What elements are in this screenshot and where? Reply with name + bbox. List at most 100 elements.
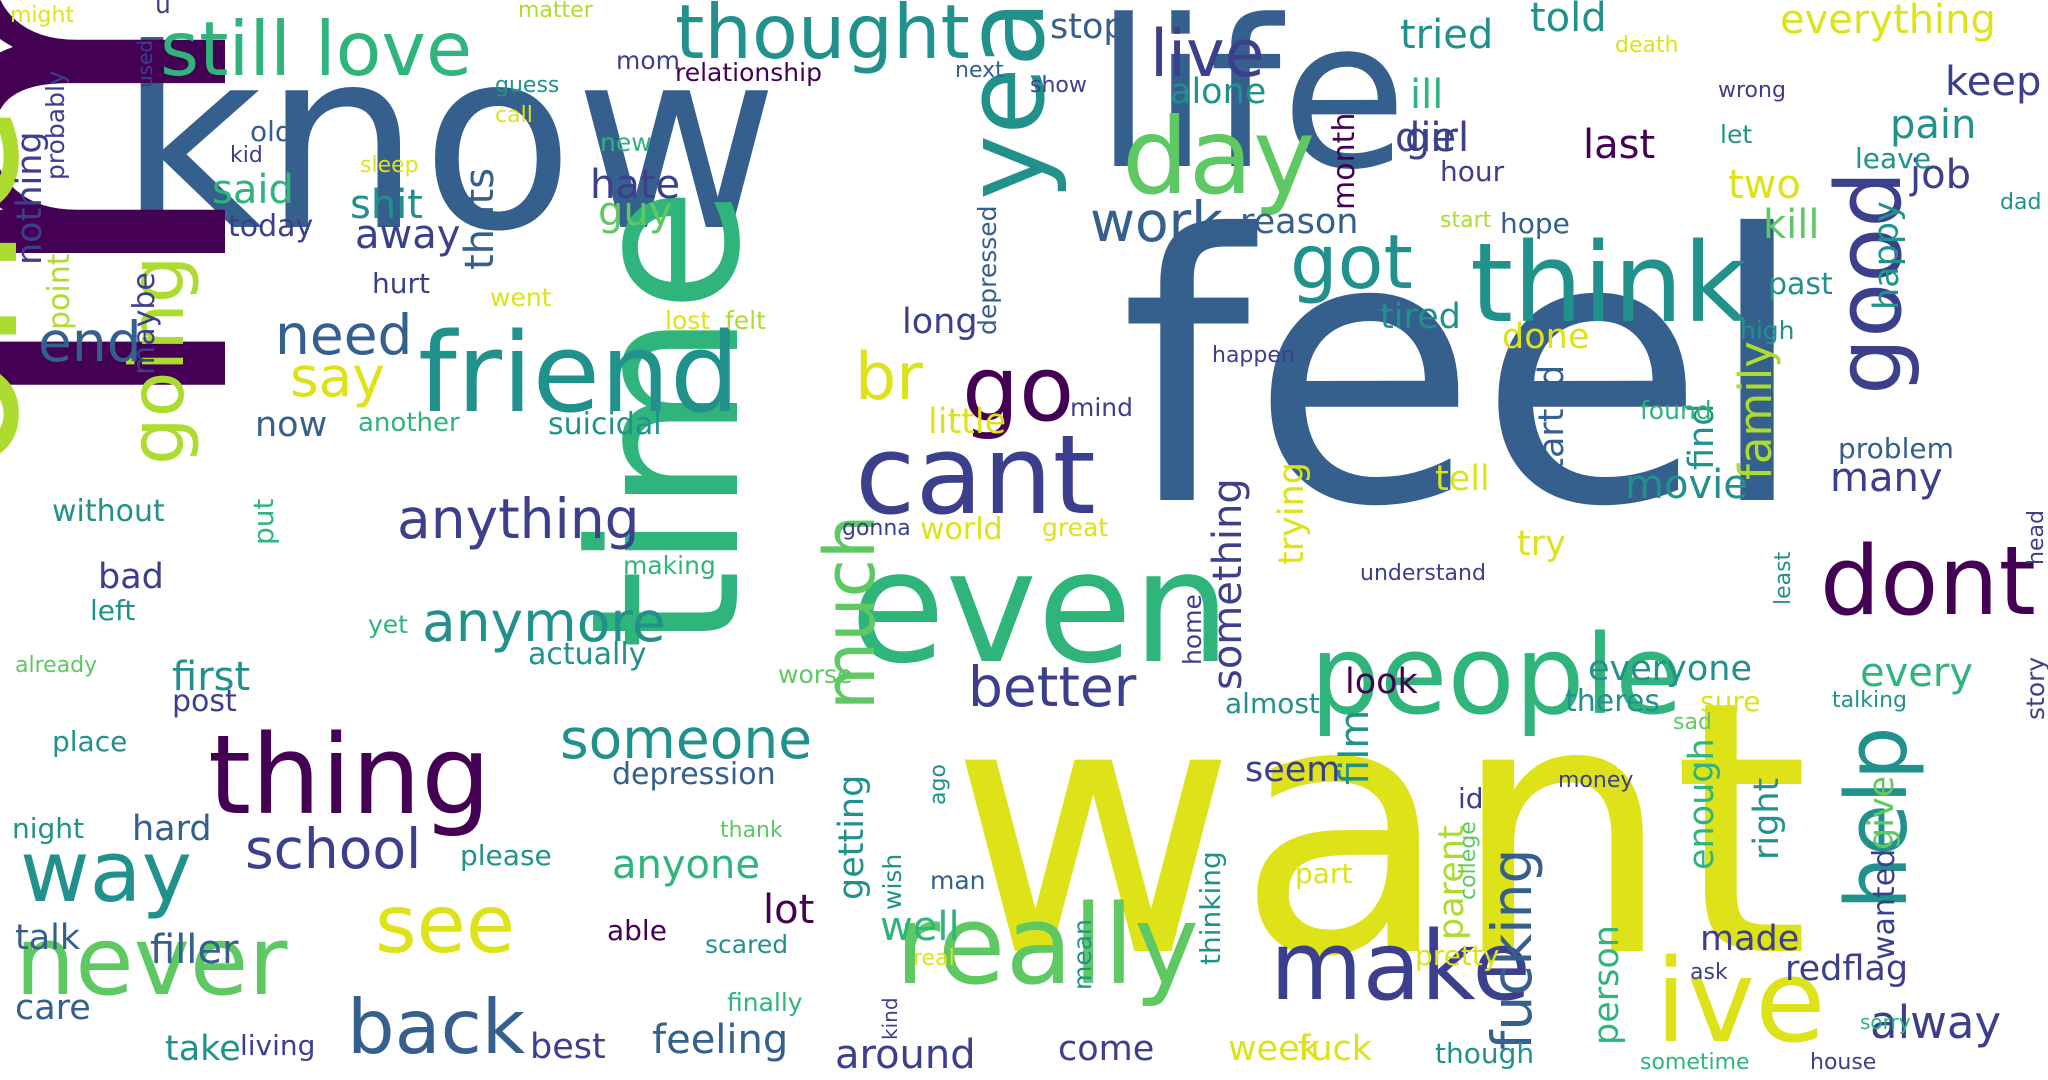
word-person: person [1587, 925, 1627, 1045]
word-seem: seem [1245, 750, 1341, 790]
word-month: month [1327, 112, 1362, 210]
word-part: part [1295, 857, 1353, 890]
word-without: without [52, 494, 165, 529]
word-found: found [1640, 396, 1712, 425]
word-many: many [1830, 455, 1943, 501]
word-maybe: maybe [127, 272, 162, 375]
word-mom: mom [616, 46, 681, 75]
word-away: away [355, 212, 461, 258]
word-come: come [1058, 1029, 1155, 1069]
word-bad: bad [98, 557, 164, 597]
word-someone: someone [560, 707, 813, 771]
word-want: want [950, 626, 1810, 1034]
word-head: head [2024, 510, 2048, 565]
word-able: able [607, 914, 667, 947]
word-kill: kill [1763, 202, 1820, 248]
word-house: house [1810, 1050, 1877, 1075]
word-way: way [20, 823, 192, 922]
word-old: old [250, 115, 293, 148]
word-girl: girl [1405, 115, 1470, 161]
word-matter: matter [518, 0, 593, 23]
word-man: man [930, 866, 986, 895]
word-depressed: depressed [973, 205, 1002, 335]
word-dad: dad [2000, 190, 2042, 215]
word-talk: talk [15, 918, 81, 958]
word-everyone: everyone [1588, 649, 1753, 689]
word-around: around [835, 1032, 976, 1078]
word-reason: reason [1240, 202, 1359, 242]
word-look: look [1345, 662, 1418, 702]
word-make: make [1270, 912, 1531, 1022]
word-put: put [247, 498, 280, 546]
word-movie: movie [1625, 462, 1748, 508]
word-happen: happen [1212, 343, 1295, 368]
word-death: death [1615, 33, 1679, 58]
word-depression: depression [612, 757, 776, 792]
word-done: done [1502, 317, 1590, 357]
word-shit: shit [350, 182, 423, 228]
word-long: long [902, 302, 978, 342]
word-mean: mean [1068, 919, 1097, 990]
word-take: take [165, 1029, 241, 1069]
word-start: start [1440, 208, 1492, 233]
word-talking: talking [1832, 688, 1907, 713]
word-hate: hate [590, 162, 681, 208]
word-sometime: sometime [1640, 1050, 1750, 1075]
word-two: two [1728, 162, 1801, 208]
word-already: already [15, 653, 98, 678]
word-end: end [38, 310, 142, 374]
word-almost: almost [1225, 687, 1320, 720]
word-still-love: still love [160, 5, 473, 93]
word-anything: anything [397, 487, 640, 551]
word-getting: getting [832, 774, 872, 900]
word-last: last [1583, 122, 1656, 168]
word-world: world [920, 512, 1003, 547]
word-theres: theres [1565, 684, 1660, 719]
word-thank: thank [720, 818, 783, 843]
word-think: think [1470, 219, 1747, 347]
word-felt: felt [725, 306, 766, 335]
word-leave: leave [1855, 142, 1931, 175]
word-ask: ask [1690, 960, 1728, 985]
word-went: went [490, 283, 552, 312]
word-br: br [855, 340, 923, 415]
word-see: see [375, 878, 516, 971]
word-sad: sad [1673, 710, 1712, 735]
word-mind: mind [1070, 393, 1134, 422]
word-high: high [1740, 316, 1795, 345]
word-probably: probably [41, 70, 70, 180]
word-pain: pain [1890, 102, 1977, 148]
word-film: film [1332, 709, 1378, 785]
word-alway: alway [1870, 996, 2002, 1049]
word-lost: lost [665, 306, 711, 335]
word-know: know [118, 0, 779, 286]
word-day: day [1122, 96, 1316, 218]
word-problem: problem [1838, 432, 1954, 465]
word-dont: dont [1820, 527, 2036, 637]
word-tried: tried [1400, 12, 1494, 58]
word-really: really [895, 881, 1200, 1009]
word-post: post [172, 684, 237, 719]
word-die: die [1395, 115, 1457, 161]
word-hurt: hurt [372, 267, 430, 300]
word-told: told [1530, 0, 1607, 41]
word-making: making [623, 551, 716, 580]
word-point: point [42, 253, 77, 330]
word-ago: ago [926, 764, 951, 805]
word-well: well [880, 904, 960, 950]
word-today: today [228, 209, 314, 244]
word-redflag: redflag [1785, 949, 1909, 989]
word-thinking: thinking [1194, 851, 1227, 965]
word-lot: lot [763, 887, 815, 933]
word-left: left [90, 594, 136, 627]
word-u: u [155, 0, 171, 19]
word-started: started [1532, 364, 1572, 490]
word-least: least [1771, 551, 1796, 605]
word-first: first [172, 654, 251, 700]
word-go: go [962, 337, 1075, 442]
word-please: please [460, 839, 552, 872]
word-anyone: anyone [612, 842, 760, 888]
word-tired: tired [1380, 297, 1461, 337]
word-wanted: wanted [1867, 848, 1902, 960]
